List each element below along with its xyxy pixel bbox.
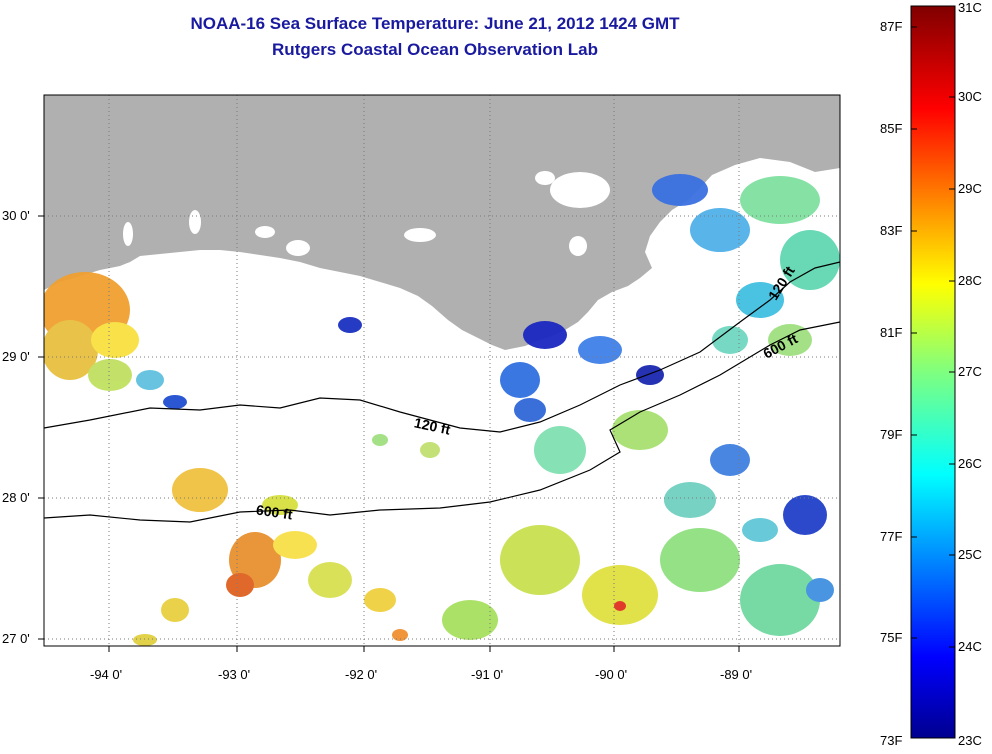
isobath-120ft: [43, 261, 841, 433]
lon-label: -94 0': [90, 667, 123, 682]
lake: [123, 222, 133, 246]
lake: [535, 171, 555, 185]
isobath-600ft: [43, 321, 841, 523]
colorbar-label-f: 81F: [880, 325, 903, 340]
colorbar-label-f: 79F: [880, 427, 903, 442]
land-area: [44, 95, 840, 350]
lon-label: -90 0': [595, 667, 628, 682]
colorbar-label-c: 29C: [958, 181, 982, 196]
colorbar-label-c: 30C: [958, 89, 982, 104]
lat-label: 27 0': [2, 631, 30, 646]
lake: [550, 172, 610, 208]
colorbar-label-c: 31C: [958, 0, 982, 15]
colorbar-label-f: 75F: [880, 630, 903, 645]
sst-patches: [44, 174, 840, 646]
colorbar-label-c: 28C: [958, 273, 982, 288]
colorbar-label-c: 23C: [958, 733, 982, 748]
colorbar-label-f: 87F: [880, 19, 903, 34]
lake: [624, 318, 656, 342]
lake: [255, 226, 275, 238]
lat-label: 29 0': [2, 349, 30, 364]
colorbar-label-c: 26C: [958, 456, 982, 471]
colorbar-label-f: 77F: [880, 529, 903, 544]
lon-label: -93 0': [218, 667, 251, 682]
lat-label: 28 0': [2, 490, 30, 505]
lake: [189, 210, 201, 234]
colorbar-label-c: 25C: [958, 547, 982, 562]
colorbar-label-c: 24C: [958, 639, 982, 654]
colorbar-label-f: 73F: [880, 733, 903, 748]
lon-label: -89 0': [720, 667, 753, 682]
colorbar-label-c: 27C: [958, 364, 982, 379]
axis-ticks: [38, 215, 740, 652]
colorbar-label-f: 83F: [880, 223, 903, 238]
colorbar-ticks: [911, 26, 955, 648]
lake: [569, 236, 587, 256]
lake: [286, 240, 310, 256]
map-title: NOAA-16 Sea Surface Temperature: June 21…: [190, 14, 680, 33]
lon-label: -91 0': [471, 667, 504, 682]
map-subtitle: Rutgers Coastal Ocean Observation Lab: [272, 40, 598, 59]
colorbar: [910, 5, 956, 739]
lake: [404, 228, 436, 242]
lat-label: 30 0': [2, 208, 30, 223]
colorbar-label-f: 85F: [880, 121, 903, 136]
graticule: [44, 95, 840, 646]
lon-label: -92 0': [345, 667, 378, 682]
map-frame: [43, 94, 841, 647]
